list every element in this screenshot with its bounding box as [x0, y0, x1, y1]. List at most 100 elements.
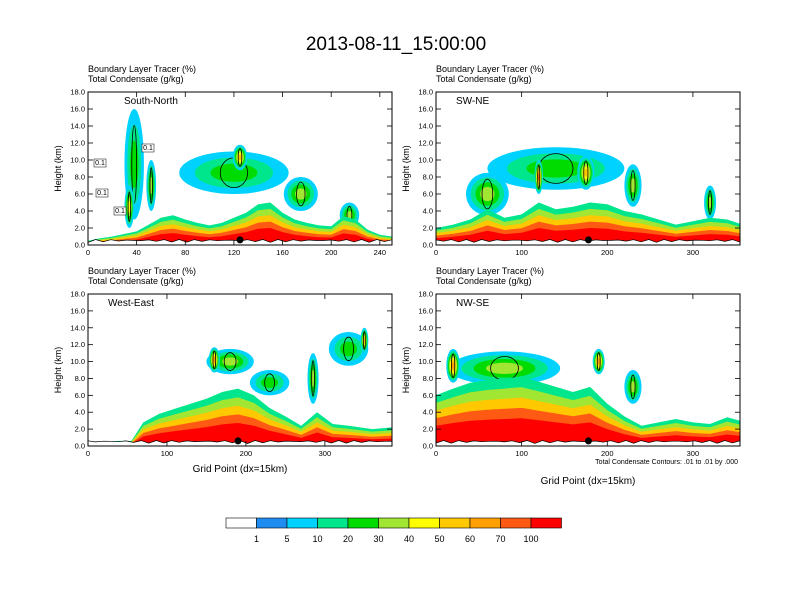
y-tick-label: 18.0 — [70, 290, 85, 299]
condensate-contour — [223, 352, 237, 371]
x-tick-label: 80 — [181, 248, 189, 257]
colorbar-label: 30 — [373, 534, 383, 544]
plot-area — [88, 327, 392, 446]
tracer-blob — [130, 140, 139, 188]
y-tick-label: 14.0 — [418, 122, 433, 131]
contour-label: 0.1 — [95, 160, 105, 167]
x-axis-label: Grid Point (dx=15km) — [541, 476, 636, 487]
y-tick-label: 16.0 — [70, 105, 85, 114]
x-tick-label: 160 — [276, 248, 289, 257]
condensate-contour — [537, 164, 541, 190]
y-tick-label: 6.0 — [75, 391, 85, 400]
y-tick-label: 12.0 — [70, 139, 85, 148]
colorbar-swatch — [256, 517, 288, 529]
y-tick-label: 2.0 — [75, 224, 85, 233]
panel-header-line: Total Condensate (g/kg) — [436, 276, 532, 286]
panel-header-line: Boundary Layer Tracer (%) — [88, 64, 196, 74]
y-tick-label: 2.0 — [75, 425, 85, 434]
y-tick-label: 2.0 — [423, 224, 433, 233]
plot-area — [436, 348, 740, 446]
x-tick-label: 0 — [86, 248, 90, 257]
x-tick-label: 100 — [161, 449, 174, 458]
y-tick-label: 6.0 — [423, 190, 433, 199]
y-tick-label: 14.0 — [418, 323, 433, 332]
colorbar-swatch — [378, 517, 410, 529]
y-tick-label: 16.0 — [70, 306, 85, 315]
location-marker — [584, 437, 592, 445]
y-tick-label: 8.0 — [75, 173, 85, 182]
panel-header-line: Total Condensate (g/kg) — [88, 74, 184, 84]
contour-label: 0.1 — [97, 190, 107, 197]
panel-header-line: Total Condensate (g/kg) — [436, 74, 532, 84]
condensate-contour — [481, 178, 494, 210]
x-axis-label: Grid Point (dx=15km) — [193, 464, 288, 475]
condensate-contour — [630, 170, 636, 201]
tracer-blob — [340, 341, 358, 357]
colorbar-label: 70 — [495, 534, 505, 544]
colorbar-swatch — [439, 517, 471, 529]
y-tick-label: 2.0 — [423, 425, 433, 434]
tracer-blob — [451, 362, 455, 370]
y-tick-label: 18.0 — [418, 88, 433, 97]
condensate-contour — [264, 373, 275, 392]
colorbar-swatch — [347, 517, 379, 529]
location-marker — [236, 236, 244, 244]
panel-name: NW-SE — [456, 298, 489, 309]
x-tick-label: 0 — [434, 248, 438, 257]
tracer-blob — [597, 359, 600, 365]
tracer-blob — [295, 188, 307, 200]
panel-0: 0.0 2.0 4.0 6.0 8.0 10.0 12.0 14.0 16.0 18.0 0 40 80… — [53, 64, 393, 257]
y-tick-label: 12.0 — [70, 340, 85, 349]
x-tick-label: 200 — [601, 449, 614, 458]
y-tick-label: 10.0 — [70, 156, 85, 165]
condensate-contour — [212, 350, 217, 370]
condensate-contour — [708, 190, 712, 215]
plot-frame — [87, 293, 393, 447]
condensate-contour — [296, 181, 306, 207]
y-tick-label: 4.0 — [423, 408, 433, 417]
colorbar-label: 40 — [404, 534, 414, 544]
x-tick-label: 40 — [132, 248, 140, 257]
tracer-blob — [128, 200, 131, 213]
tracer-blob — [708, 196, 713, 209]
y-tick-label: 10.0 — [418, 357, 433, 366]
tracer-blob — [538, 174, 540, 180]
condensate-contour — [127, 191, 131, 223]
condensate-contour — [131, 125, 138, 204]
contour-label: 0.1 — [143, 145, 153, 152]
colorbar-swatch — [317, 517, 349, 529]
colorbar-label: 1 — [254, 534, 259, 544]
y-tick-label: 10.0 — [70, 357, 85, 366]
condensate-contour — [149, 167, 153, 204]
condensate-contour — [362, 331, 366, 350]
colorbar-swatch — [530, 517, 562, 529]
y-tick-label: 4.0 — [75, 207, 85, 216]
x-tick-label: 200 — [325, 248, 338, 257]
location-marker — [584, 236, 592, 244]
x-tick-label: 100 — [515, 248, 528, 257]
y-tick-label: 8.0 — [75, 374, 85, 383]
tracer-blob — [261, 377, 279, 389]
panels: 0.0 2.0 4.0 6.0 8.0 10.0 12.0 14.0 16.0 18.0 0 40 80… — [53, 64, 741, 487]
y-tick-label: 0.0 — [423, 442, 433, 451]
colorbar-swatch — [408, 517, 440, 529]
y-axis-label: Height (km) — [53, 347, 63, 394]
panel-1: 0.0 2.0 4.0 6.0 8.0 10.0 12.0 14.0 16.0 18.0 0 100 2… — [401, 64, 741, 257]
y-axis-label: Height (km) — [53, 145, 63, 192]
y-tick-label: 14.0 — [70, 122, 85, 131]
colorbar-label: 20 — [343, 534, 353, 544]
condensate-contour — [583, 160, 589, 186]
colorbar: 1 5 10 20 30 40 50 60 70 100 — [225, 517, 562, 544]
y-tick-label: 10.0 — [418, 156, 433, 165]
tracer-blob — [311, 370, 315, 387]
tracer-blob — [238, 154, 242, 161]
plot-area — [436, 147, 740, 245]
colorbar-swatch — [500, 517, 532, 529]
colorbar-label: 100 — [523, 534, 538, 544]
panel-header-line: Total Condensate (g/kg) — [88, 276, 184, 286]
tracer-blob — [363, 337, 366, 344]
y-axis-label: Height (km) — [401, 145, 411, 192]
tracer-blob — [630, 381, 636, 393]
y-tick-label: 16.0 — [418, 105, 433, 114]
